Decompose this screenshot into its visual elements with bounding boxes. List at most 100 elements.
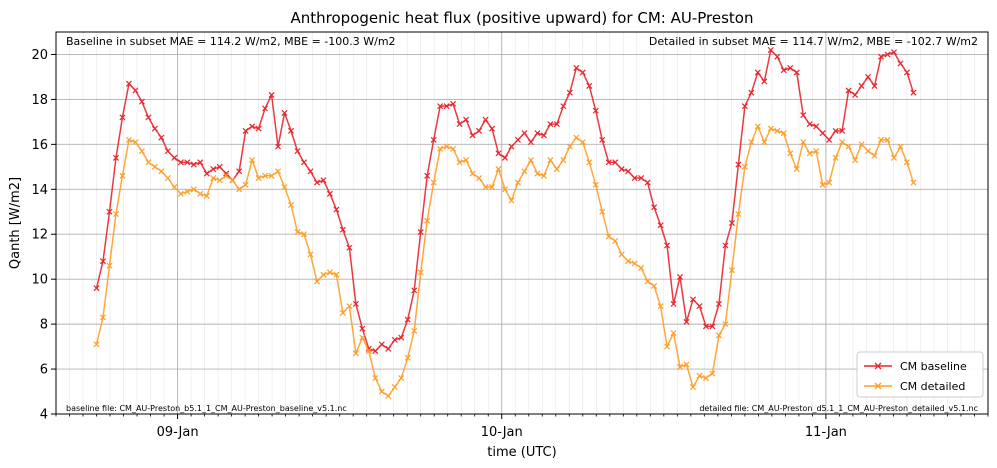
data-point-cm-baseline xyxy=(151,125,158,132)
data-point-cm-detailed xyxy=(430,179,437,186)
data-point-cm-baseline xyxy=(476,127,483,134)
data-point-cm-baseline xyxy=(430,136,437,143)
data-point-cm-detailed xyxy=(106,262,113,269)
data-point-cm-detailed xyxy=(728,267,735,274)
data-point-cm-detailed xyxy=(890,154,898,161)
x-tick-label: 10-Jan xyxy=(481,425,523,440)
data-point-cm-baseline xyxy=(664,242,671,249)
data-point-cm-baseline xyxy=(326,190,333,197)
series-layer xyxy=(93,46,917,400)
data-point-cm-baseline xyxy=(495,150,502,157)
data-point-cm-detailed xyxy=(566,143,573,150)
data-point-cm-detailed xyxy=(664,343,671,350)
data-point-cm-detailed xyxy=(463,157,470,164)
data-point-cm-baseline xyxy=(99,258,107,265)
data-point-cm-baseline xyxy=(339,226,346,233)
detailed-stats-annotation: Detailed in subset MAE = 114.7 W/m2, MBE… xyxy=(649,35,978,48)
data-point-cm-detailed xyxy=(787,150,794,157)
data-point-cm-detailed xyxy=(229,177,236,184)
data-point-cm-baseline xyxy=(508,143,515,150)
data-point-cm-baseline xyxy=(793,69,800,76)
legend: CM baseline CM detailed xyxy=(856,351,984,398)
data-point-cm-detailed xyxy=(300,231,308,238)
data-point-cm-baseline xyxy=(631,175,638,182)
data-point-cm-baseline xyxy=(586,82,593,89)
data-point-cm-detailed xyxy=(631,260,638,267)
data-point-cm-baseline xyxy=(352,300,359,307)
data-point-cm-baseline xyxy=(450,100,457,107)
data-point-cm-baseline xyxy=(93,285,100,292)
data-point-cm-baseline xyxy=(307,168,314,175)
data-point-cm-baseline xyxy=(119,114,126,121)
data-point-cm-baseline xyxy=(456,121,463,128)
data-point-cm-baseline xyxy=(865,73,872,80)
data-point-cm-detailed xyxy=(709,370,716,377)
data-point-cm-detailed xyxy=(677,363,684,370)
data-point-cm-detailed xyxy=(793,166,800,173)
data-point-cm-detailed xyxy=(715,332,722,339)
legend-label-baseline: CM baseline xyxy=(900,360,967,373)
data-point-cm-detailed xyxy=(424,217,431,224)
data-point-cm-detailed xyxy=(482,184,489,191)
data-point-cm-baseline xyxy=(728,219,735,227)
data-point-cm-detailed xyxy=(385,392,392,400)
data-point-cm-detailed xyxy=(132,139,139,146)
data-point-cm-detailed xyxy=(145,159,152,166)
data-point-cm-detailed xyxy=(417,269,424,276)
data-point-cm-baseline xyxy=(372,348,379,355)
data-point-cm-detailed xyxy=(255,175,262,182)
data-point-cm-baseline xyxy=(346,244,353,251)
data-point-cm-detailed xyxy=(586,159,593,166)
data-point-cm-baseline xyxy=(501,154,509,161)
data-point-cm-baseline xyxy=(625,168,632,175)
baseline-stats-annotation: Baseline in subset MAE = 114.2 W/m2, MBE… xyxy=(66,35,396,48)
data-point-cm-detailed xyxy=(294,228,301,236)
data-point-cm-baseline xyxy=(618,166,625,173)
data-point-cm-baseline xyxy=(683,318,690,325)
series-cm-detailed xyxy=(93,123,917,400)
x-tick-label: 11-Jan xyxy=(805,425,847,440)
data-point-cm-baseline xyxy=(787,64,794,71)
data-point-cm-detailed xyxy=(780,130,787,137)
data-point-cm-detailed xyxy=(774,127,781,134)
data-point-cm-detailed xyxy=(683,361,690,368)
data-point-cm-baseline xyxy=(184,159,191,166)
data-point-cm-detailed xyxy=(333,271,340,278)
data-point-cm-baseline xyxy=(826,136,833,143)
data-point-cm-baseline xyxy=(761,78,768,85)
data-point-cm-baseline xyxy=(275,143,282,150)
data-point-cm-detailed xyxy=(819,181,826,188)
data-point-cm-baseline xyxy=(482,116,489,123)
data-point-cm-baseline xyxy=(592,107,599,114)
data-point-cm-baseline xyxy=(443,103,450,110)
data-point-cm-detailed xyxy=(112,210,119,218)
data-point-cm-baseline xyxy=(385,345,392,352)
data-point-cm-detailed xyxy=(184,188,191,195)
data-point-cm-baseline xyxy=(722,242,729,249)
data-point-cm-baseline xyxy=(268,91,275,98)
data-point-cm-baseline xyxy=(138,98,145,105)
detailed-file-annotation: detailed file: CM_AU-Preston_d5.1_1_CM_A… xyxy=(699,404,978,413)
data-point-cm-baseline xyxy=(132,87,139,94)
data-point-cm-baseline xyxy=(806,121,813,128)
data-point-cm-baseline xyxy=(262,105,269,112)
data-point-cm-baseline xyxy=(398,334,405,341)
data-point-cm-baseline xyxy=(378,341,385,348)
data-point-cm-detailed xyxy=(852,157,859,164)
data-point-cm-baseline xyxy=(534,130,541,137)
data-point-cm-detailed xyxy=(735,210,742,218)
data-point-cm-detailed xyxy=(871,152,878,159)
data-point-cm-baseline xyxy=(112,154,119,161)
data-point-cm-detailed xyxy=(722,321,729,328)
data-point-cm-baseline xyxy=(696,303,703,310)
data-point-cm-baseline xyxy=(437,103,444,110)
data-point-cm-baseline xyxy=(852,91,859,98)
data-point-cm-baseline xyxy=(871,82,878,89)
data-point-cm-detailed xyxy=(670,330,677,337)
data-point-cm-detailed xyxy=(702,375,709,382)
data-point-cm-baseline xyxy=(741,103,748,110)
data-point-cm-detailed xyxy=(339,309,346,316)
data-point-cm-detailed xyxy=(177,190,184,197)
data-point-cm-baseline xyxy=(249,123,256,130)
data-point-cm-baseline xyxy=(560,103,567,110)
